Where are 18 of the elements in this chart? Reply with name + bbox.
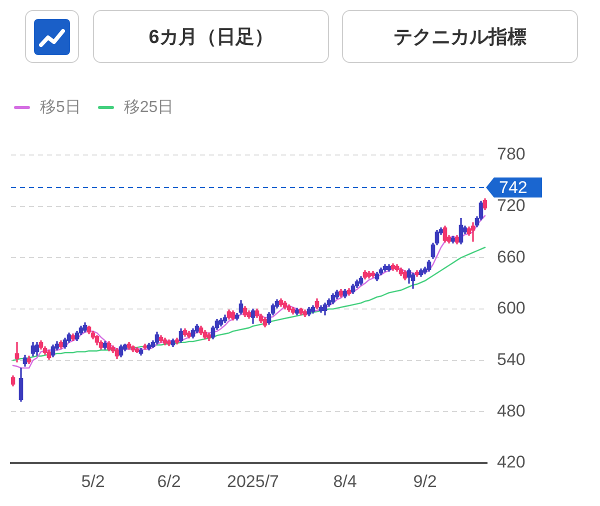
- y-tick-label: 600: [497, 298, 526, 318]
- chart-button[interactable]: [25, 10, 79, 63]
- y-tick-label: 660: [497, 247, 526, 266]
- y-tick-label: 420: [497, 452, 526, 472]
- legend-label: 移5日: [40, 98, 81, 118]
- y-tick-label: 720: [497, 196, 526, 216]
- x-tick-label: 6/2: [157, 472, 181, 491]
- legend-label: 移25日: [124, 98, 174, 118]
- period-button[interactable]: 6カ月（日足）: [93, 10, 329, 63]
- x-tick-label: 9/2: [413, 472, 437, 491]
- y-tick-label: 780: [497, 144, 526, 164]
- indicator-button[interactable]: テクニカル指標: [342, 10, 578, 63]
- y-tick-label: 480: [497, 401, 526, 420]
- ref-line-label: 742: [499, 178, 528, 198]
- x-tick-label: 8/4: [333, 472, 357, 491]
- y-tick-label: 540: [497, 350, 526, 370]
- x-tick-label: 2025/7: [227, 472, 279, 491]
- x-tick-label: 5/2: [81, 472, 105, 491]
